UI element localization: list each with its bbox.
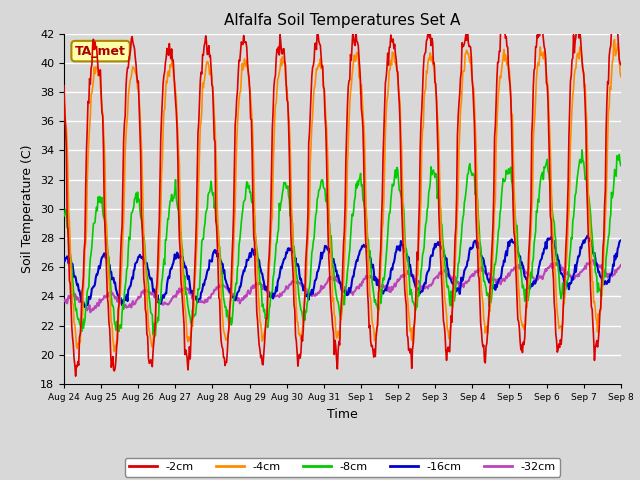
-2cm — [428, 43, 435, 48]
-16cm — [411, 281, 419, 287]
-4cm — [411, 320, 419, 325]
-4cm — [428, 58, 435, 63]
-2cm — [70, 356, 78, 361]
X-axis label: Time: Time — [327, 408, 358, 420]
-16cm — [81, 304, 89, 310]
Text: TA_met: TA_met — [75, 45, 126, 58]
Line: -2cm: -2cm — [64, 17, 621, 376]
Legend: -2cm, -4cm, -8cm, -16cm, -32cm: -2cm, -4cm, -8cm, -16cm, -32cm — [125, 457, 560, 477]
Line: -8cm: -8cm — [64, 150, 621, 336]
-4cm — [60, 100, 68, 106]
-2cm — [185, 357, 193, 363]
-4cm — [111, 348, 118, 354]
-16cm — [128, 275, 136, 280]
-32cm — [214, 286, 222, 291]
-4cm — [185, 334, 193, 340]
-8cm — [60, 213, 68, 219]
-16cm — [617, 238, 625, 243]
-16cm — [185, 273, 193, 279]
Line: -32cm: -32cm — [64, 260, 621, 312]
-8cm — [152, 333, 159, 339]
-16cm — [584, 233, 591, 239]
-2cm — [411, 315, 419, 321]
-8cm — [578, 147, 586, 153]
-8cm — [617, 163, 625, 168]
-2cm — [612, 14, 620, 20]
Line: -16cm: -16cm — [64, 236, 621, 307]
-32cm — [60, 297, 68, 303]
-16cm — [214, 251, 222, 257]
-2cm — [214, 266, 222, 272]
-32cm — [589, 257, 596, 263]
-8cm — [214, 224, 222, 230]
-32cm — [428, 283, 435, 288]
-8cm — [127, 210, 135, 216]
-4cm — [617, 74, 625, 80]
-4cm — [214, 226, 222, 231]
-8cm — [70, 293, 78, 299]
-8cm — [185, 308, 193, 313]
-32cm — [128, 300, 136, 306]
-2cm — [617, 62, 625, 68]
Title: Alfalfa Soil Temperatures Set A: Alfalfa Soil Temperatures Set A — [224, 13, 461, 28]
-4cm — [128, 68, 136, 73]
-8cm — [411, 304, 419, 310]
-4cm — [611, 36, 618, 42]
-2cm — [60, 83, 68, 88]
-32cm — [185, 286, 193, 291]
-32cm — [411, 277, 419, 283]
-16cm — [428, 252, 435, 258]
-32cm — [617, 262, 625, 268]
-4cm — [70, 320, 78, 326]
-32cm — [86, 310, 94, 315]
-2cm — [128, 34, 136, 39]
Y-axis label: Soil Temperature (C): Soil Temperature (C) — [22, 144, 35, 273]
-32cm — [70, 292, 78, 298]
-8cm — [428, 164, 435, 170]
Line: -4cm: -4cm — [64, 39, 621, 351]
-2cm — [72, 373, 79, 379]
-16cm — [70, 274, 78, 280]
-16cm — [60, 256, 68, 262]
